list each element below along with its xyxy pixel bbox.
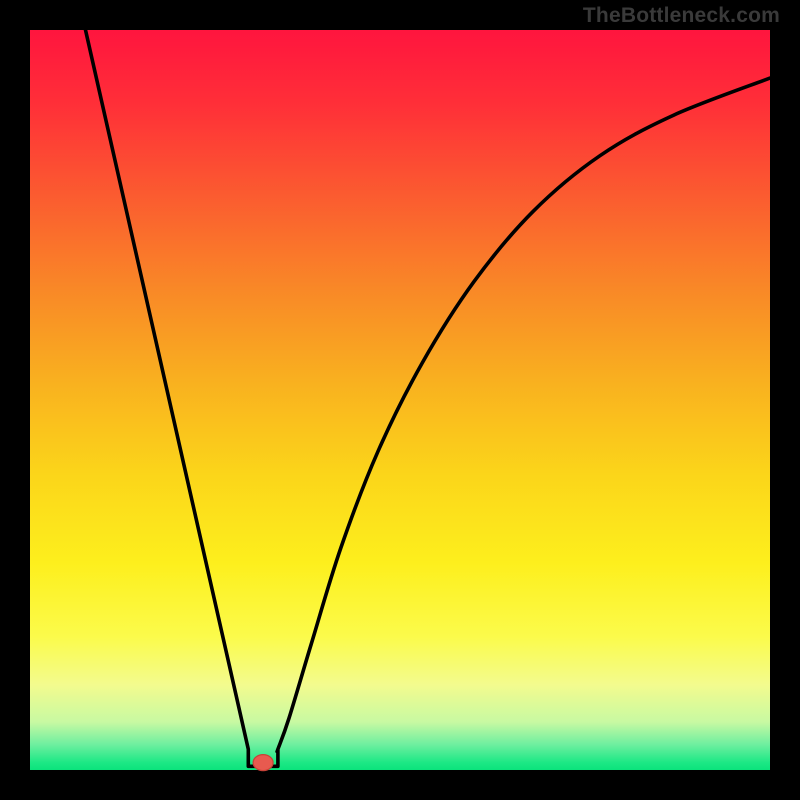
watermark-text: TheBottleneck.com — [583, 4, 780, 28]
chart-svg — [0, 0, 800, 800]
minimum-marker — [253, 755, 273, 771]
plot-background — [30, 30, 770, 770]
chart-stage: TheBottleneck.com — [0, 0, 800, 800]
